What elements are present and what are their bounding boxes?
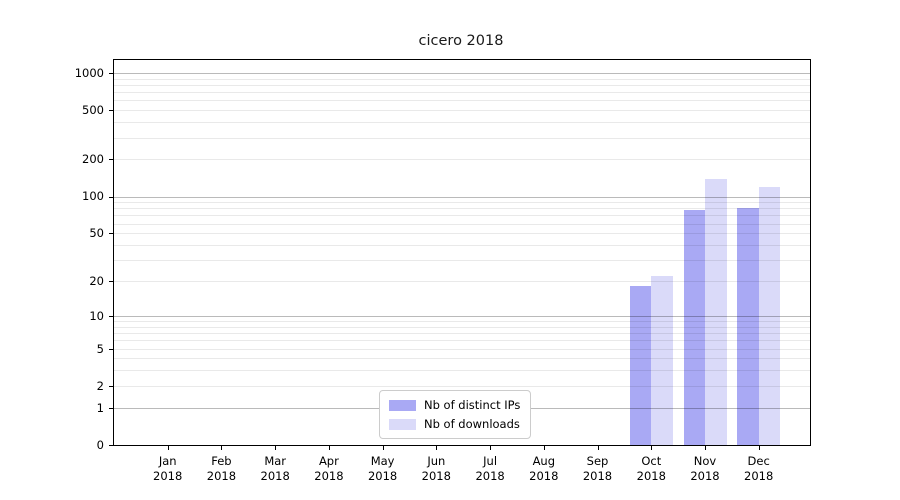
bar-downloads [651, 276, 673, 445]
x-axis-tick-label: Sep 2018 [582, 454, 613, 483]
gridline-major [114, 72, 810, 74]
gridline-minor [114, 281, 810, 282]
gridline-minor [114, 137, 810, 139]
y-axis-tick [109, 385, 113, 387]
x-axis-tick [275, 446, 277, 450]
y-axis-tick-label: 200 [82, 152, 104, 167]
gridline-minor [114, 100, 810, 102]
chart-title: cicero 2018 [418, 33, 504, 49]
y-axis-tick [109, 196, 113, 198]
gridline-minor [114, 159, 810, 161]
x-axis-tick-label: Oct 2018 [636, 454, 666, 483]
y-axis-tick-label: 1 [96, 400, 104, 415]
y-axis-tick [109, 72, 113, 74]
legend-entry-distinct-ips: Nb of distinct IPs [389, 398, 520, 412]
bar-downloads [758, 186, 781, 445]
y-axis-tick-label: 50 [89, 226, 104, 241]
x-axis-tick [382, 446, 384, 450]
gridline-minor [114, 92, 810, 94]
y-axis-tick-label: 20 [89, 274, 104, 289]
x-axis-tick [490, 446, 492, 450]
x-axis-tick [597, 446, 599, 450]
y-axis-tick [109, 233, 113, 235]
gridline-minor [114, 202, 810, 204]
gridline-minor [114, 333, 810, 334]
bar-distinct-ips [629, 286, 652, 445]
x-axis-tick [651, 446, 653, 450]
x-axis-tick-label: Apr 2018 [314, 454, 344, 483]
y-axis-tick [109, 110, 113, 112]
x-axis-tick-label: Nov 2018 [690, 454, 720, 483]
y-axis-tick [109, 315, 113, 317]
y-axis-tick [109, 348, 113, 350]
gridline-minor [114, 358, 810, 360]
gridline-minor [114, 245, 810, 246]
gridline-minor [114, 233, 810, 235]
gridline-minor [114, 122, 810, 124]
x-axis-tick-label: Feb 2018 [206, 454, 237, 483]
legend-swatch-distinct-ips [389, 399, 416, 411]
gridline-minor [114, 370, 810, 372]
y-axis-tick [109, 281, 113, 282]
gridline-minor [114, 326, 810, 328]
y-axis-tick [109, 445, 113, 446]
gridline-minor [114, 340, 810, 342]
y-axis-tick-label: 5 [96, 341, 104, 356]
gridline-minor [114, 321, 810, 322]
y-axis-tick-label: 500 [82, 103, 104, 118]
gridline-minor [114, 215, 810, 217]
x-axis-tick [705, 446, 706, 450]
x-axis-tick-label: May 2018 [367, 454, 398, 483]
x-axis-tick [221, 446, 223, 450]
x-axis-tick [167, 446, 169, 450]
legend-label-downloads: Nb of downloads [424, 417, 520, 431]
x-axis-tick-label: Jan 2018 [153, 454, 183, 483]
legend-label-distinct-ips: Nb of distinct IPs [424, 398, 521, 412]
x-axis-tick-label: Jun 2018 [421, 454, 451, 483]
gridline-minor [114, 348, 810, 350]
y-axis-tick-label: 10 [89, 308, 104, 323]
gridline-minor [114, 260, 810, 262]
gridline-major [114, 196, 810, 198]
bar-distinct-ips [737, 208, 759, 445]
legend: Nb of distinct IPs Nb of downloads [379, 390, 532, 439]
x-axis-tick [328, 446, 330, 450]
y-axis-tick [109, 159, 113, 161]
y-axis-tick-label: 100 [82, 189, 104, 204]
gridline-minor [114, 208, 810, 210]
y-axis-tick-label: 0 [96, 438, 104, 452]
y-axis-tick-label: 1000 [74, 65, 104, 80]
x-axis-tick [543, 446, 545, 450]
x-axis-tick-label: Dec 2018 [744, 454, 774, 483]
legend-entry-downloads: Nb of downloads [389, 417, 520, 431]
gridline-minor [114, 110, 810, 112]
gridline-minor [114, 84, 810, 86]
gridline-major [114, 315, 810, 317]
y-axis-tick-label: 2 [96, 378, 104, 393]
x-axis-tick-label: Jul 2018 [475, 454, 505, 483]
gridline-minor [114, 78, 810, 80]
x-axis-tick-label: Mar 2018 [260, 454, 290, 483]
x-axis-tick [436, 446, 438, 450]
plot-area: Nb of distinct IPs Nb of downloads 0 1 2 5 1… [75, 59, 811, 483]
legend-swatch-downloads [389, 418, 416, 430]
gridline-minor [114, 223, 810, 225]
y-axis-tick [109, 407, 113, 409]
x-axis-tick-label: Aug 2018 [529, 454, 559, 483]
bar-distinct-ips [683, 209, 705, 445]
x-axis-tick [758, 446, 760, 450]
bar-downloads [705, 178, 727, 445]
gridline-minor [114, 385, 810, 387]
